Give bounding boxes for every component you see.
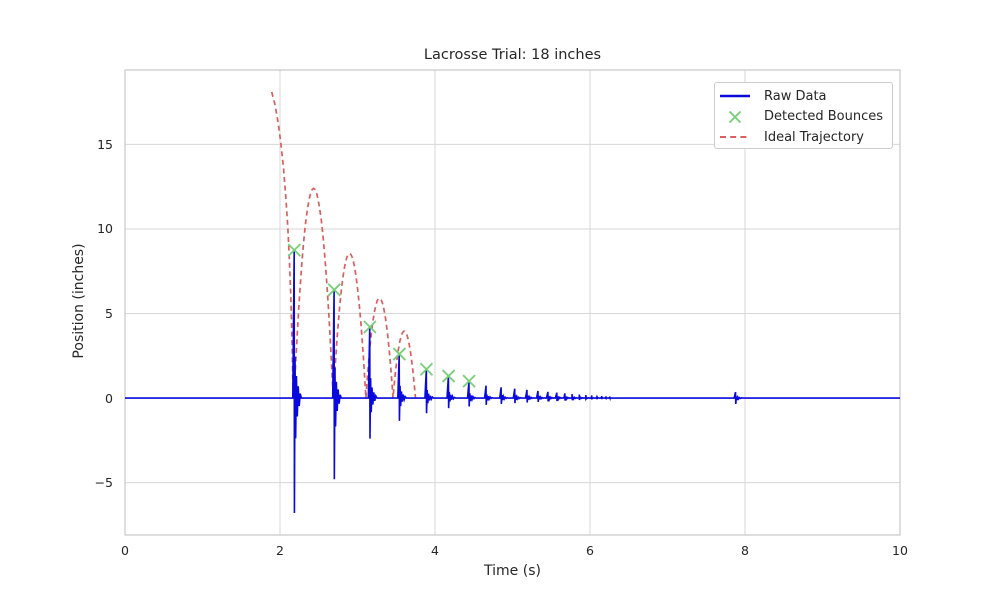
- x-tick-label: 4: [431, 543, 439, 558]
- bounce-marker-icon: [287, 243, 301, 257]
- plot-border: [124, 69, 901, 536]
- y-tick-label: 15: [97, 136, 113, 152]
- y-tick-label: −5: [94, 475, 113, 491]
- bounce-marker-icon: [327, 283, 341, 297]
- x-tick-label: 10: [892, 543, 908, 558]
- x-tick-label: 0: [121, 543, 129, 558]
- bounce-marker-icon: [392, 347, 406, 361]
- ideal-trajectory-path: [270, 91, 417, 399]
- bounce-marker-icon: [363, 320, 377, 334]
- x-tick-label: 2: [276, 543, 284, 558]
- legend-row-detected-bounces: Detected Bounces: [719, 107, 892, 128]
- legend-row-raw-data: Raw Data: [719, 86, 892, 107]
- y-tick-label: 10: [97, 221, 113, 237]
- x-tick-label: 6: [586, 543, 594, 558]
- y-tick-label: 0: [105, 390, 113, 406]
- y-tick-label: 5: [105, 305, 113, 321]
- legend: Raw Data Detected Bounces Ideal Trajecto…: [714, 82, 893, 149]
- raw-data-path: [125, 250, 900, 514]
- x-tick-label: 8: [741, 543, 749, 558]
- solid-line-icon: [719, 93, 751, 99]
- y-axis-label: Position (inches): [71, 243, 87, 359]
- legend-row-ideal-trajectory: Ideal Trajectory: [719, 127, 892, 148]
- legend-label: Detected Bounces: [764, 109, 883, 125]
- chart-title: Lacrosse Trial: 18 inches: [423, 47, 602, 63]
- bounce-marker-icon: [441, 369, 456, 383]
- bounce-marker-icon: [462, 374, 476, 388]
- legend-label: Raw Data: [764, 88, 827, 104]
- dashed-line-icon: [719, 134, 751, 140]
- bounce-marker-icon: [419, 362, 434, 376]
- x-marker-icon: [719, 109, 751, 125]
- legend-label: Ideal Trajectory: [764, 129, 864, 145]
- x-axis-label: Time (s): [484, 563, 541, 579]
